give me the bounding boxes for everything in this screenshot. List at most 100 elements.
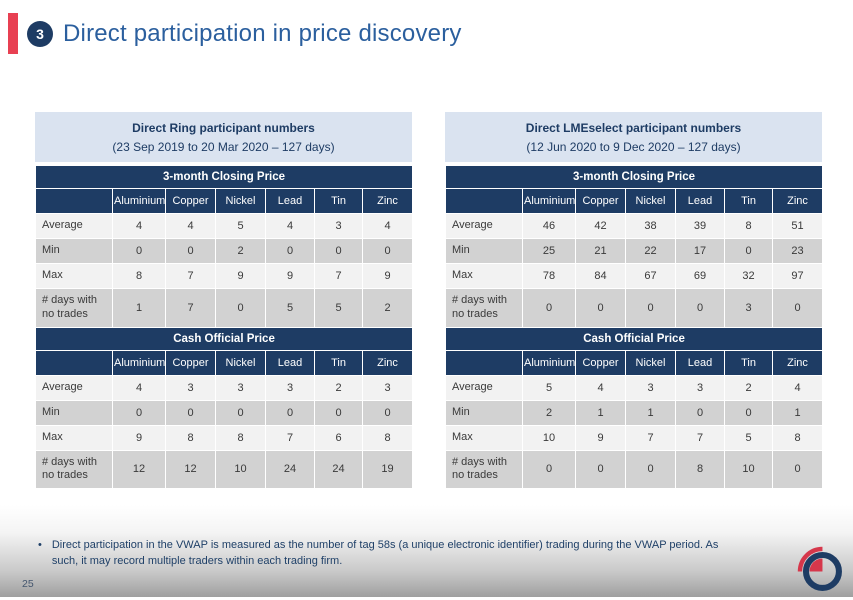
cell-value: 32 (724, 263, 773, 290)
cell-value: 8 (771, 424, 824, 451)
cell-value: 39 (675, 213, 725, 240)
column-header: Aluminium (112, 188, 166, 215)
cell-value: 0 (724, 399, 773, 426)
cell-value: 5 (522, 374, 576, 401)
cell-value: 84 (575, 263, 626, 290)
cell-value: 1 (771, 399, 824, 426)
column-header: Tin (314, 188, 363, 215)
cell-value: 7 (165, 288, 216, 328)
row-label: Max (445, 263, 523, 290)
section-band-row: 3-month Closing Price (34, 165, 414, 190)
cell-value: 17 (675, 238, 725, 265)
table-row: Average 4 3 3 3 2 3 (35, 374, 414, 401)
cell-value: 8 (675, 449, 725, 490)
cell-value: 24 (314, 449, 363, 490)
cell-value: 3 (361, 374, 414, 401)
cell-value: 0 (165, 399, 216, 426)
cell-value: 5 (724, 424, 773, 451)
cell-value: 1 (625, 399, 676, 426)
page-title: Direct participation in price discovery (63, 20, 462, 47)
cell-value: 0 (575, 288, 626, 328)
cell-value: 97 (771, 263, 824, 290)
cell-value: 3 (215, 374, 266, 401)
cell-value: 21 (575, 238, 626, 265)
cell-value: 6 (314, 424, 363, 451)
column-header: Zinc (771, 349, 824, 376)
cell-value: 0 (522, 288, 576, 328)
corner-cell (35, 188, 113, 215)
table-row: Max 10 9 7 7 5 8 (445, 424, 824, 451)
cell-value: 12 (112, 449, 166, 490)
cell-value: 7 (314, 263, 363, 290)
cell-value: 2 (361, 288, 414, 328)
column-header: Lead (675, 188, 725, 215)
cell-value: 3 (314, 213, 363, 240)
row-label: Max (35, 263, 113, 290)
cell-value: 3 (675, 374, 725, 401)
footnote-text: Direct participation in the VWAP is meas… (51, 539, 719, 567)
cell-value: 4 (771, 374, 824, 401)
column-header: Tin (724, 188, 773, 215)
cell-value: 0 (625, 449, 676, 490)
table-row: # days with no trades 1 7 0 5 5 2 (35, 288, 414, 328)
participant-table: 3-month Closing Price Aluminium Copper N… (34, 165, 414, 490)
column-header: Nickel (215, 188, 266, 215)
table-title-block: Direct LMEselect participant numbers (12… (445, 112, 822, 163)
cell-value: 1 (112, 288, 166, 328)
cell-value: 10 (724, 449, 773, 490)
column-header-row: Aluminium Copper Nickel Lead Tin Zinc (35, 349, 414, 376)
table-title-block: Direct Ring participant numbers (23 Sep … (35, 112, 412, 163)
cell-value: 8 (112, 263, 166, 290)
section-band-row: Cash Official Price (444, 326, 824, 351)
lme-logo (793, 541, 845, 595)
page-number: 25 (22, 578, 34, 590)
cell-value: 19 (361, 449, 414, 490)
cell-value: 0 (575, 449, 626, 490)
cell-value: 4 (265, 213, 315, 240)
bullet-icon: • (38, 539, 42, 551)
cell-value: 67 (625, 263, 676, 290)
table-row: Max 9 8 8 7 6 8 (35, 424, 414, 451)
cell-value: 0 (165, 238, 216, 265)
column-header: Aluminium (522, 188, 576, 215)
cell-value: 38 (625, 213, 676, 240)
cell-value: 0 (675, 288, 725, 328)
cell-value: 5 (215, 213, 266, 240)
column-header: Lead (265, 188, 315, 215)
cell-value: 10 (215, 449, 266, 490)
cell-value: 0 (771, 288, 824, 328)
cell-value: 9 (575, 424, 626, 451)
section-heading: 3-month Closing Price (444, 165, 824, 190)
row-label: Min (35, 399, 113, 426)
table-row: Min 2 1 1 0 0 1 (445, 399, 824, 426)
row-label: # days with no trades (35, 288, 113, 328)
cell-value: 8 (724, 213, 773, 240)
accent-bar (8, 13, 18, 54)
cell-value: 51 (771, 213, 824, 240)
footnote: • Direct participation in the VWAP is me… (38, 538, 728, 570)
cell-value: 0 (361, 238, 414, 265)
cell-value: 4 (361, 213, 414, 240)
cell-value: 7 (265, 424, 315, 451)
cell-value: 4 (575, 374, 626, 401)
row-label: # days with no trades (445, 449, 523, 490)
cell-value: 4 (112, 213, 166, 240)
cell-value: 3 (625, 374, 676, 401)
cell-value: 2 (724, 374, 773, 401)
section-heading: Cash Official Price (34, 326, 414, 351)
cell-value: 0 (265, 399, 315, 426)
corner-cell (445, 349, 523, 376)
column-header: Lead (265, 349, 315, 376)
cell-value: 78 (522, 263, 576, 290)
cell-value: 5 (265, 288, 315, 328)
table-row: Max 8 7 9 9 7 9 (35, 263, 414, 290)
cell-value: 0 (675, 399, 725, 426)
cell-value: 0 (314, 238, 363, 265)
column-header: Nickel (625, 188, 676, 215)
cell-value: 9 (265, 263, 315, 290)
section-heading: Cash Official Price (444, 326, 824, 351)
cell-value: 2 (522, 399, 576, 426)
column-header: Copper (165, 349, 216, 376)
row-label: Min (445, 399, 523, 426)
section-band-row: 3-month Closing Price (444, 165, 824, 190)
